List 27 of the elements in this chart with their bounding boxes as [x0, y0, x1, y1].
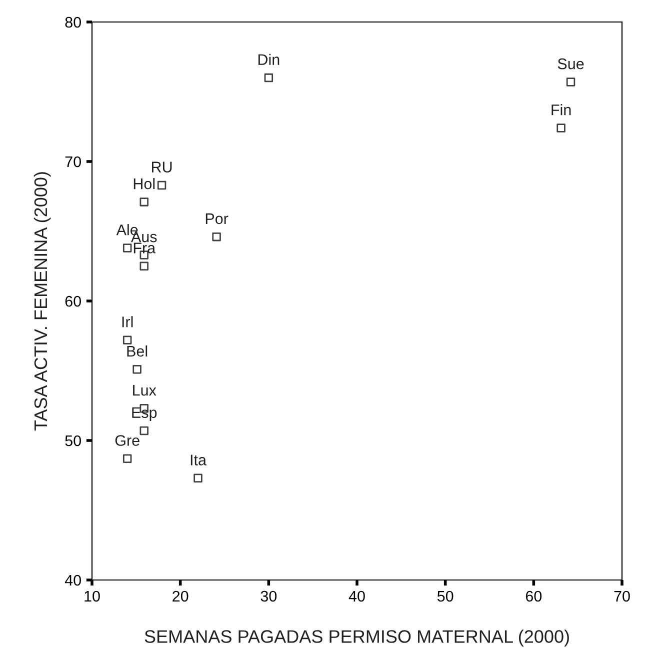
- annotation: RU: [152, 162, 172, 172]
- annotation: Lux: [133, 385, 156, 396]
- y-tick-label: 60: [65, 296, 81, 307]
- annotation: Din: [258, 54, 280, 65]
- y-tick-label: 40: [64, 574, 81, 586]
- annotation: Bel: [127, 345, 148, 357]
- x-tick-label: 40: [348, 590, 365, 602]
- annotation: Fra: [134, 242, 156, 254]
- y-tick-label: 50: [65, 435, 81, 446]
- y-axis-title: TASA ACTIV. FEMENINA (2000): [34, 172, 51, 431]
- y-tick-label: 70: [65, 156, 81, 168]
- annotation: Ita: [190, 454, 206, 466]
- x-axis-title: SEMANAS PAGADAS PERMISO MATERNAL (2000): [144, 630, 569, 646]
- x-tick-label: 60: [526, 590, 542, 602]
- x-tick-label: 10: [84, 590, 100, 602]
- annotation: Sue: [558, 58, 584, 70]
- annotation: Hol: [134, 178, 155, 190]
- annotation: Por: [206, 213, 228, 224]
- x-tick-label: 70: [614, 590, 630, 602]
- x-tick-label: 20: [172, 590, 188, 602]
- y-tick-label: 80: [65, 16, 81, 28]
- annotation: Esp: [132, 407, 157, 422]
- annotation: Fin: [552, 104, 571, 116]
- annotation: Gre: [115, 435, 140, 446]
- x-tick-label: 30: [260, 590, 277, 602]
- x-tick-label: 50: [437, 590, 454, 602]
- annotation: Irl: [122, 316, 133, 328]
